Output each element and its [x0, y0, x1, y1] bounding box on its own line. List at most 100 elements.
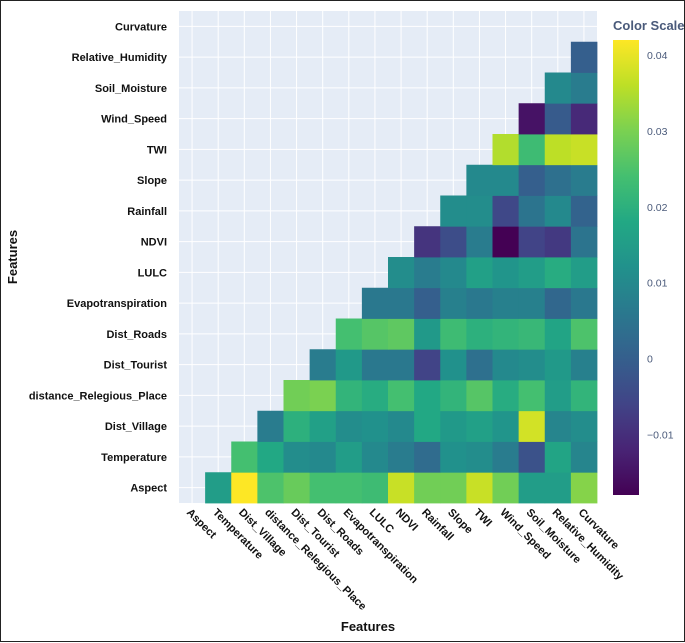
- colorbar: [613, 40, 639, 495]
- colorbar-tick-label: 0.04: [647, 50, 668, 62]
- heatmap-cell: [309, 349, 337, 381]
- colorbar-tick-label: −0.01: [647, 429, 674, 441]
- heatmap-cell: [440, 287, 467, 319]
- heatmap-cell: [544, 72, 572, 104]
- heatmap-cell: [414, 349, 441, 381]
- heatmap-cell: [466, 287, 493, 319]
- y-tick-label: Relative_Humidity: [72, 52, 168, 64]
- heatmap-cell: [440, 472, 467, 504]
- y-tick-label: Slope: [137, 175, 167, 187]
- heatmap-cell: [544, 103, 572, 135]
- heatmap-cell: [518, 410, 546, 442]
- heatmap-cell: [570, 164, 598, 196]
- heatmap-cell: [388, 257, 415, 289]
- heatmap-cell: [570, 441, 598, 473]
- heatmap-cells: [205, 41, 598, 504]
- heatmap-cell: [544, 380, 572, 412]
- heatmap-cell: [492, 257, 520, 289]
- heatmap-cell: [466, 410, 493, 442]
- y-tick-label: TWI: [147, 144, 167, 156]
- heatmap-cell: [570, 41, 598, 73]
- heatmap-cell: [492, 226, 520, 258]
- heatmap-cell: [414, 318, 441, 350]
- y-tick-labels: Aspect Temperature Dist_Village distance_Re…: [29, 21, 168, 494]
- heatmap-cell: [361, 349, 389, 381]
- heatmap-cell: [466, 472, 493, 504]
- heatmap-cell: [570, 134, 598, 166]
- heatmap-cell: [466, 318, 493, 350]
- heatmap-cell: [570, 287, 598, 319]
- y-tick-label: Soil_Moisture: [95, 83, 167, 95]
- heatmap-cell: [388, 349, 415, 381]
- x-tick-label: NDVI: [393, 507, 420, 534]
- heatmap-cell: [492, 441, 520, 473]
- heatmap-cell: [544, 164, 572, 196]
- heatmap-cell: [361, 472, 389, 504]
- heatmap-cell: [518, 134, 546, 166]
- heatmap-cell: [414, 226, 441, 258]
- heatmap-cell: [388, 441, 415, 473]
- x-tick-label: TWI: [471, 507, 494, 530]
- y-tick-label: Aspect: [130, 483, 167, 495]
- heatmap-cell: [466, 164, 493, 196]
- heatmap-cell: [283, 472, 311, 504]
- heatmap-cell: [257, 410, 284, 442]
- heatmap-cell: [544, 257, 572, 289]
- heatmap-cell: [309, 410, 337, 442]
- heatmap-cell: [309, 441, 337, 473]
- y-tick-label: distance_Relegious_Place: [29, 390, 167, 402]
- heatmap-cell: [492, 349, 520, 381]
- colorbar-tick-label: 0.02: [647, 202, 668, 214]
- heatmap-cell: [283, 410, 311, 442]
- heatmap-cell: [440, 318, 467, 350]
- heatmap-cell: [570, 103, 598, 135]
- heatmap-cell: [440, 410, 467, 442]
- heatmap-cell: [466, 380, 493, 412]
- heatmap-cell: [466, 441, 493, 473]
- heatmap-cell: [309, 380, 337, 412]
- y-tick-label: Rainfall: [127, 206, 167, 218]
- heatmap-cell: [440, 441, 467, 473]
- heatmap-cell: [361, 318, 389, 350]
- heatmap-cell: [570, 226, 598, 258]
- heatmap-cell: [570, 472, 598, 504]
- x-axis-title: Features: [341, 619, 395, 634]
- heatmap-cell: [492, 318, 520, 350]
- heatmap-cell: [361, 410, 389, 442]
- heatmap-cell: [466, 349, 493, 381]
- colorbar-tick-labels: 0.04 0.03 0.02 0.01 0 −0.01: [647, 50, 674, 441]
- heatmap-cell: [492, 472, 520, 504]
- x-tick-labels: AspectTemperatureDist_Villagedistance_Re…: [184, 507, 626, 613]
- heatmap-cell: [283, 380, 311, 412]
- heatmap-cell: [544, 195, 572, 227]
- heatmap-cell: [414, 287, 441, 319]
- heatmap-cell: [492, 410, 520, 442]
- heatmap-cell: [335, 410, 363, 442]
- heatmap-cell: [492, 134, 520, 166]
- y-tick-label: LULC: [138, 267, 167, 279]
- heatmap-cell: [466, 257, 493, 289]
- heatmap-cell: [440, 380, 467, 412]
- heatmap-cell: [544, 226, 572, 258]
- heatmap-cell: [570, 410, 598, 442]
- heatmap-cell: [492, 287, 520, 319]
- y-axis-title: Features: [5, 230, 20, 284]
- y-tick-label: Dist_Tourist: [104, 360, 168, 372]
- heatmap-cell: [518, 318, 546, 350]
- y-tick-label: Curvature: [115, 21, 167, 33]
- heatmap-cell: [518, 164, 546, 196]
- heatmap-cell: [388, 380, 415, 412]
- heatmap-cell: [518, 195, 546, 227]
- heatmap-cell: [518, 103, 546, 135]
- y-tick-label: Dist_Village: [105, 421, 167, 433]
- heatmap-cell: [361, 287, 389, 319]
- heatmap-cell: [414, 410, 441, 442]
- heatmap-cell: [570, 72, 598, 104]
- heatmap-cell: [205, 472, 232, 504]
- y-tick-label: NDVI: [141, 237, 167, 249]
- heatmap-cell: [388, 287, 415, 319]
- heatmap-cell: [231, 472, 258, 504]
- heatmap-cell: [388, 410, 415, 442]
